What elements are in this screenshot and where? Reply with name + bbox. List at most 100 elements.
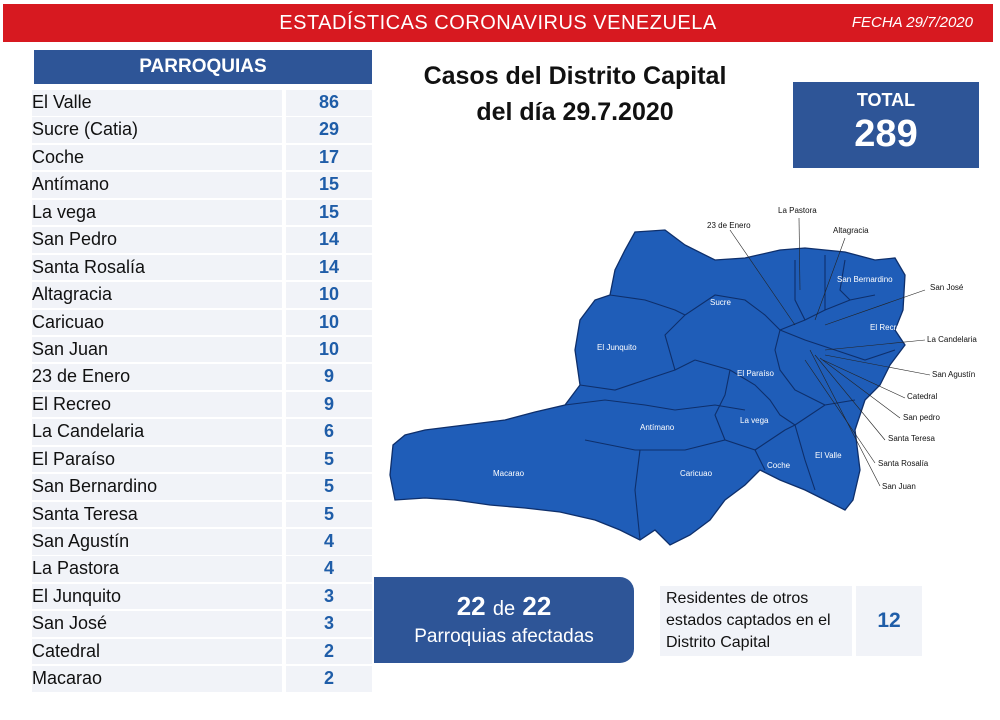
map-outer-labels: La Pastora 23 de Enero Altagracia San Jo… [707,206,977,491]
map-callout-lines [729,217,931,487]
map-label-macarao: Macarao [493,469,525,478]
parish-cases: 14 [286,254,372,281]
title-line-1: Casos del Distrito Capital [423,62,727,90]
parish-cases: 14 [286,227,372,253]
table-row: 23 de Enero 9 [28,364,373,391]
parish-name: La Pastora [32,556,282,582]
table-row: La Candelaria 6 [28,419,373,446]
banner-title: ESTADÍSTICAS CORONAVIRUS VENEZUELA [279,12,717,34]
total-box: TOTAL 289 [793,82,979,168]
parish-name: San Pedro [32,227,282,253]
parish-cases: 15 [286,199,372,226]
total-label: TOTAL [856,90,916,110]
affected-count: 22 [456,591,486,621]
map-label-el-paraiso: El Paraíso [737,369,774,378]
map-label-san-agustin: San Agustín [932,370,975,379]
parish-cases: 9 [286,364,372,390]
affected-total: 22 [522,591,552,621]
affected-parishes-box: 22 de 22 Parroquias afectadas [374,577,634,663]
parish-name: Altagracia [32,282,282,308]
parish-cases: 9 [286,391,372,418]
map-label-el-recreo: El Recreo [870,323,906,332]
parish-name: El Recreo [32,391,282,418]
title-line-2: del día 29.7.2020 [476,98,674,126]
map-label-caricuao: Caricuao [680,469,713,478]
parish-cases: 17 [286,144,372,171]
table-row: El Paraíso 5 [28,446,373,474]
map-label-santa-teresa: Santa Teresa [888,434,936,443]
table-row: Coche 17 [28,144,373,172]
parish-name: La Candelaria [32,419,282,445]
residents-text: Residentes de otros estados captados en … [660,586,852,656]
distrito-capital-map: El Junquito Sucre Antímano Macarao Caric… [389,206,977,546]
parish-cases: 6 [286,419,372,445]
table-row: El Recreo 9 [28,391,373,419]
parish-name: San Juan [32,336,282,363]
parish-name: Sucre (Catia) [32,117,282,143]
parish-cases: 4 [286,556,372,582]
parish-cases: 15 [286,172,372,198]
map-label-san-juan: San Juan [882,482,916,491]
parish-name: Catedral [32,638,282,665]
parish-name: La vega [32,199,282,226]
parish-name: Caricuao [32,309,282,335]
table-row: La vega 15 [28,199,373,227]
parish-cases: 4 [286,529,372,555]
parish-cases: 3 [286,583,372,610]
map-label-la-vega: La vega [740,416,769,425]
map-label-la-pastora: La Pastora [778,206,817,215]
table-row: La Pastora 4 [28,556,373,583]
table-row: Santa Teresa 5 [28,501,373,529]
parish-borders [564,255,896,541]
parish-name: San José [32,611,282,637]
parish-cases: 10 [286,282,372,308]
map-label-el-junquito: El Junquito [597,343,637,352]
parish-name: Coche [32,144,282,171]
map-label-la-candelaria: La Candelaria [927,335,977,344]
map-label-san-bernardino: San Bernardino [837,275,893,284]
table-row: Caricuao 10 [28,309,373,337]
residents-value: 12 [856,586,922,656]
parish-cases: 3 [286,611,372,637]
parish-name: Santa Rosalía [32,254,282,281]
map-label-san-jose: San José [930,283,964,292]
parish-cases: 86 [286,90,372,116]
table-row: Altagracia 10 [28,282,373,309]
table-row: El Valle 86 [28,90,373,117]
map-label-santa-rosalia: Santa Rosalía [878,459,929,468]
table-row: San José 3 [28,611,373,638]
parish-name: San Agustín [32,529,282,555]
parish-name: El Paraíso [32,446,282,473]
table-row: San Bernardino 5 [28,474,373,501]
map-label-altagracia: Altagracia [833,226,869,235]
affected-connector: de [492,598,516,620]
parish-cases: 5 [286,474,372,500]
map-label-coche: Coche [767,461,791,470]
map-label-san-pedro: San pedro [903,413,940,422]
map-inner-labels: El Junquito Sucre Antímano Macarao Caric… [493,275,906,478]
parish-name: Antímano [32,172,282,198]
map-label-23-de-enero: 23 de Enero [707,221,751,230]
table-row: El Junquito 3 [28,583,373,611]
affected-label: Parroquias afectadas [414,626,594,647]
table-row: Macarao 2 [28,666,373,693]
map-label-el-valle: El Valle [815,451,842,460]
parroquias-header: PARROQUIAS [34,50,372,84]
parish-cases: 5 [286,501,372,528]
parish-name: San Bernardino [32,474,282,500]
map-label-sucre: Sucre [710,298,731,307]
parish-name: 23 de Enero [32,364,282,390]
header-banner: ESTADÍSTICAS CORONAVIRUS VENEZUELA FECHA… [3,4,993,42]
parish-name: El Junquito [32,583,282,610]
parish-cases: 29 [286,117,372,143]
table-row: Catedral 2 [28,638,373,666]
affected-count-line: 22 de 22 [374,591,634,622]
parish-cases: 2 [286,666,372,692]
table-row: Santa Rosalía 14 [28,254,373,282]
total-value: 289 [854,113,918,155]
parish-name: Macarao [32,666,282,692]
parish-cases: 5 [286,446,372,473]
parish-cases: 10 [286,336,372,363]
table-row: San Pedro 14 [28,227,373,254]
map-shape [389,229,906,546]
